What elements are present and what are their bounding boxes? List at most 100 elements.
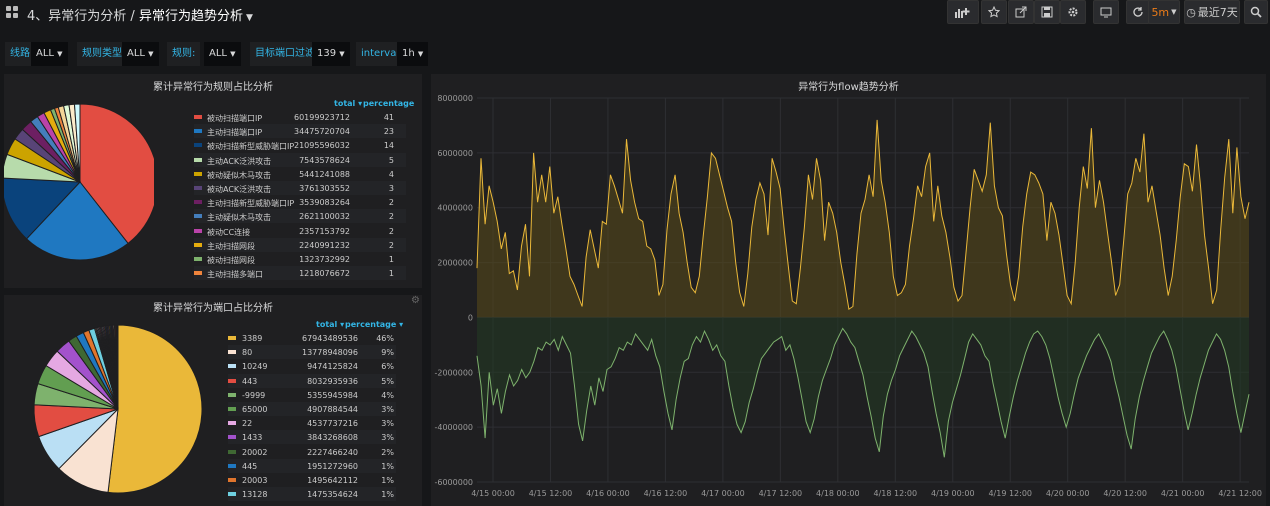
legend-row[interactable]: 1433 3843268608 3% (228, 430, 396, 445)
var-select-port-filter[interactable]: 139 ▼ (312, 42, 350, 66)
legend-row[interactable]: 被动扫描新型威胁端口IP 21095596032 14 (194, 138, 406, 152)
series-line[interactable] (476, 327, 1250, 458)
pie-slice[interactable] (73, 103, 81, 183)
legend-row[interactable]: 13128 1475354624 1% (228, 487, 396, 502)
legend-row[interactable]: -9999 5355945984 4% (228, 388, 396, 402)
legend-color-swatch[interactable] (194, 200, 202, 205)
time-range-picker[interactable]: ◷ 最近7天 (1184, 0, 1240, 24)
legend-series-name[interactable]: 主动扫描网段 (207, 241, 255, 251)
legend-color-swatch[interactable] (228, 350, 236, 355)
pie-slice[interactable] (25, 181, 129, 261)
legend-row[interactable]: 65000 4907884544 3% (228, 402, 396, 416)
legend-series-name[interactable]: -9999 (242, 390, 266, 400)
legend-color-swatch[interactable] (194, 129, 202, 134)
legend-series-name[interactable]: 被动疑似木马攻击 (207, 170, 271, 180)
legend-row[interactable]: 主动ACK泛洪攻击 7543578624 5 (194, 152, 406, 167)
pie-slice[interactable] (116, 324, 119, 410)
legend-color-swatch[interactable] (228, 492, 236, 497)
legend-series-name[interactable]: 445 (242, 461, 258, 471)
legend-series-name[interactable]: 20003 (242, 476, 268, 485)
legend-header-percentage[interactable]: percentage (363, 99, 415, 108)
legend-series-name[interactable]: 13128 (242, 490, 268, 500)
chevron-down-icon[interactable]: ▼ (245, 13, 253, 23)
legend-row[interactable]: 被动CC连接 2357153792 2 (194, 224, 406, 238)
panel-title[interactable]: 异常行为flow趋势分析 (798, 82, 899, 93)
legend-row[interactable]: 22 4537737216 3% (228, 416, 396, 430)
legend-row[interactable]: 80 13778948096 9% (228, 345, 396, 360)
legend-color-swatch[interactable] (228, 378, 236, 383)
var-select-rule[interactable]: ALL ▼ (204, 42, 241, 66)
legend-row[interactable]: 20002 2227466240 2% (228, 445, 396, 459)
series-line[interactable] (476, 119, 1250, 311)
legend-color-swatch[interactable] (194, 257, 202, 261)
legend-color-swatch[interactable] (228, 336, 236, 340)
pie-slice[interactable] (4, 177, 82, 240)
dashboard-title-breadcrumb[interactable]: 4、异常行为分析 / 异常行为趋势分析 ▼ (27, 5, 253, 24)
legend-row[interactable]: 被动扫描端口IP 60199923712 41 (194, 110, 406, 124)
pie-slice[interactable] (79, 103, 154, 245)
legend-series-name[interactable]: 被动扫描端口IP (207, 114, 263, 123)
dashboard-name[interactable]: 异常行为趋势分析 (138, 9, 243, 24)
legend-color-swatch[interactable] (194, 115, 202, 119)
legend-series-name[interactable]: 主动扫描新型威胁端口IP (207, 199, 295, 209)
legend-color-swatch[interactable] (228, 364, 236, 369)
breadcrumb-folder[interactable]: 4、异常行为分析 (27, 9, 127, 24)
legend-row[interactable]: 主动扫描新型威胁端口IP 3539083264 2 (194, 195, 406, 209)
legend-color-swatch[interactable] (228, 392, 236, 397)
legend-row[interactable]: 主动疑似木马攻击 2621100032 2 (194, 209, 406, 224)
legend-color-swatch[interactable] (194, 143, 202, 148)
legend-color-swatch[interactable] (194, 242, 202, 247)
legend-row[interactable]: 主动扫描端口IP 34475720704 23 (194, 124, 406, 139)
var-select-interval[interactable]: 1h ▼ (397, 42, 429, 66)
legend-row[interactable]: 443 8032935936 5% (228, 373, 396, 388)
var-select-rule-type[interactable]: ALL ▼ (122, 42, 159, 66)
legend-series-name[interactable]: 65000 (242, 405, 268, 414)
legend-series-name[interactable]: 被动CC连接 (207, 227, 251, 237)
tv-mode-button[interactable] (1093, 0, 1119, 24)
legend-row[interactable]: 10249 9474125824 6% (228, 359, 396, 373)
legend-series-name[interactable]: 1433 (242, 433, 263, 443)
legend-row[interactable]: 主动扫描多端口 1218076672 1 (194, 266, 406, 281)
legend-row[interactable]: 被动ACK泛洪攻击 3761303552 3 (194, 181, 406, 195)
legend-color-swatch[interactable] (194, 171, 202, 176)
legend-series-name[interactable]: 3389 (242, 334, 263, 343)
legend-row[interactable]: 被动扫描网段 1323732992 1 (194, 252, 406, 266)
legend-header-total[interactable]: total ▾ (316, 320, 345, 329)
legend-series-name[interactable]: 主动疑似木马攻击 (207, 213, 271, 223)
legend-color-swatch[interactable] (194, 214, 202, 219)
legend-series-name[interactable]: 10249 (242, 362, 268, 372)
legend-series-name[interactable]: 80 (242, 348, 253, 358)
legend-row[interactable]: 20003 1495642112 1% (228, 473, 396, 487)
legend-series-name[interactable]: 主动扫描多端口 (207, 270, 263, 280)
panel-title[interactable]: 累计异常行为规则占比分析 (153, 82, 273, 93)
legend-series-name[interactable]: 主动ACK泛洪攻击 (207, 156, 272, 166)
legend-series-name[interactable]: 443 (242, 376, 258, 386)
legend-color-swatch[interactable] (194, 271, 202, 276)
legend-color-swatch[interactable] (194, 228, 202, 233)
legend-series-name[interactable]: 被动ACK泛洪攻击 (207, 185, 272, 194)
star-button[interactable] (981, 0, 1007, 24)
legend-row[interactable]: 3389 67943489536 46% (228, 331, 396, 345)
legend-color-swatch[interactable] (228, 463, 236, 468)
legend-color-swatch[interactable] (194, 157, 202, 162)
share-button[interactable] (1008, 0, 1034, 24)
legend-color-swatch[interactable] (228, 435, 236, 440)
refresh-interval-picker[interactable]: 5m ▼ (1148, 0, 1180, 24)
legend-color-swatch[interactable] (228, 421, 236, 426)
legend-row[interactable]: 被动疑似木马攻击 5441241088 4 (194, 167, 406, 181)
legend-header-percentage[interactable]: percentage ▾ (345, 320, 404, 329)
zoom-out-button[interactable] (1244, 0, 1268, 24)
pie-slice[interactable] (107, 324, 203, 494)
panel-title[interactable]: 累计异常行为端口占比分析 (153, 303, 273, 314)
legend-header-total[interactable]: total ▾ (334, 99, 363, 108)
legend-row[interactable]: 445 1951272960 1% (228, 458, 396, 473)
var-select-line[interactable]: ALL ▼ (31, 42, 68, 66)
refresh-button[interactable] (1126, 0, 1150, 24)
legend-color-swatch[interactable] (228, 478, 236, 482)
add-panel-button[interactable] (947, 0, 979, 24)
legend-series-name[interactable]: 22 (242, 419, 253, 429)
legend-series-name[interactable]: 被动扫描网段 (207, 256, 255, 265)
settings-button[interactable] (1060, 0, 1086, 24)
legend-color-swatch[interactable] (228, 449, 236, 454)
legend-row[interactable]: 主动扫描网段 2240991232 2 (194, 237, 406, 252)
